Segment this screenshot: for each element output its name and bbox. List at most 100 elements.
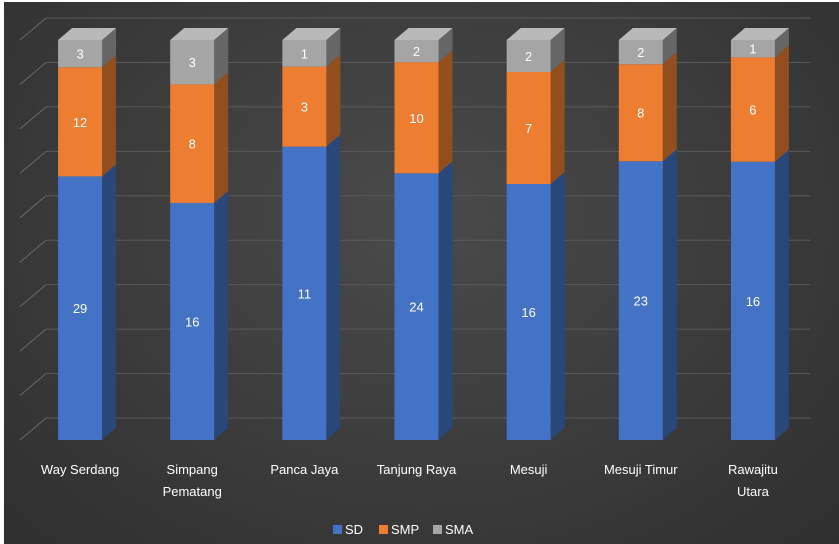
bar-side bbox=[550, 172, 565, 440]
data-label: 2 bbox=[413, 44, 420, 59]
bar-side bbox=[214, 190, 229, 440]
data-label: 3 bbox=[301, 100, 308, 115]
bar-segment-smp: 10 bbox=[394, 50, 453, 174]
data-label: 8 bbox=[637, 106, 644, 121]
gridline-depth bbox=[19, 284, 47, 308]
bar-side bbox=[774, 28, 789, 58]
data-label: 12 bbox=[73, 115, 87, 130]
bar-side bbox=[774, 45, 789, 162]
data-label: 11 bbox=[298, 286, 312, 301]
bar-front bbox=[506, 184, 551, 440]
bar-top bbox=[58, 28, 117, 40]
bar-segment-sd: 11 bbox=[282, 134, 341, 440]
bar-segment-smp: 12 bbox=[58, 55, 117, 177]
bar-segment-sma: 1 bbox=[730, 28, 789, 58]
category-label-line: Simpang bbox=[167, 462, 218, 477]
category-label: Way Serdang bbox=[41, 462, 119, 477]
data-label: 3 bbox=[76, 47, 83, 62]
category-label-line: Panca Jaya bbox=[270, 462, 339, 477]
data-label: 16 bbox=[746, 294, 760, 309]
category-label: Simpang Pematang bbox=[163, 462, 222, 499]
gridline-depth bbox=[19, 195, 47, 219]
category-label-line: Pematang bbox=[163, 484, 222, 499]
gridline-depth bbox=[19, 373, 47, 396]
bar-front bbox=[282, 40, 327, 67]
bar-segment-smp: 7 bbox=[506, 60, 565, 184]
data-label: 2 bbox=[637, 45, 644, 60]
data-label: 1 bbox=[301, 46, 308, 61]
bars: 29 12 3 16 8 3 11 3 1 24 10 2 16 7 2 23 8 2 16 6 1 bbox=[58, 28, 789, 441]
gridline-depth bbox=[19, 62, 47, 85]
legend-swatch-sd bbox=[333, 525, 342, 534]
data-label: 29 bbox=[73, 301, 87, 316]
data-label: 3 bbox=[189, 55, 196, 70]
bar-segment-sd: 16 bbox=[170, 190, 229, 440]
bar-front bbox=[394, 173, 439, 441]
bar-front bbox=[170, 84, 215, 203]
bar-side bbox=[774, 149, 789, 440]
bar-side bbox=[326, 134, 341, 440]
bar-segment-smp: 8 bbox=[170, 72, 229, 203]
bar-segment-sma: 3 bbox=[170, 28, 229, 85]
bar-top bbox=[506, 28, 565, 40]
category-label-line: Mesuji bbox=[510, 462, 548, 477]
data-label: 8 bbox=[189, 137, 196, 152]
bar-segment-sd: 23 bbox=[618, 149, 677, 440]
category-label-line: Tanjung Raya bbox=[377, 462, 457, 477]
bar-side bbox=[214, 28, 229, 85]
gridline-depth bbox=[19, 239, 47, 263]
bar-segment-smp: 3 bbox=[282, 54, 341, 147]
data-label: 10 bbox=[409, 111, 423, 126]
legend-label-sd: SD bbox=[345, 522, 363, 537]
category-label: Mesuji Timur bbox=[604, 462, 678, 477]
category-label-line: Utara bbox=[737, 484, 770, 499]
bar-front bbox=[170, 202, 215, 440]
bar-front bbox=[506, 40, 551, 72]
category-label: Tanjung Raya bbox=[377, 462, 457, 477]
bar-side bbox=[214, 72, 229, 203]
data-label: 24 bbox=[409, 300, 423, 315]
bar-side bbox=[662, 28, 677, 65]
bar-front bbox=[618, 161, 663, 440]
bar-side bbox=[102, 164, 117, 440]
bar-side bbox=[102, 28, 117, 68]
data-label: 1 bbox=[749, 42, 756, 57]
bar-segment-sma: 2 bbox=[618, 28, 677, 65]
bar-segment-sma: 1 bbox=[282, 28, 341, 67]
bar-top bbox=[282, 28, 341, 40]
bar-side bbox=[438, 28, 453, 63]
bar-front bbox=[730, 57, 775, 162]
bar-front bbox=[170, 40, 215, 85]
bar-top bbox=[170, 28, 229, 40]
category-label-line: Mesuji Timur bbox=[604, 462, 678, 477]
legend-label-sma: SMA bbox=[445, 522, 474, 537]
bar-front bbox=[282, 66, 327, 147]
bar-side bbox=[326, 54, 341, 147]
bar-segment-sma: 2 bbox=[506, 28, 565, 72]
bar-side bbox=[102, 55, 117, 177]
gridline-depth bbox=[19, 328, 47, 352]
data-label: 2 bbox=[525, 49, 532, 64]
gridline-depth bbox=[19, 150, 47, 174]
bar-segment-sma: 2 bbox=[394, 28, 453, 63]
bar-segment-sma: 3 bbox=[58, 28, 117, 68]
bar-side bbox=[326, 28, 341, 67]
bar-segment-sd: 29 bbox=[58, 164, 117, 440]
bar-front bbox=[58, 67, 103, 177]
data-label: 16 bbox=[185, 314, 199, 329]
category-label-line: Rawajitu bbox=[728, 462, 778, 477]
bar-front bbox=[618, 64, 663, 162]
bar-segment-smp: 8 bbox=[618, 52, 677, 162]
gridline-depth bbox=[19, 106, 47, 130]
bar-front bbox=[730, 161, 775, 440]
gridline-depth bbox=[19, 417, 47, 441]
data-label: 23 bbox=[634, 294, 648, 309]
bar-front bbox=[58, 40, 103, 68]
bar-side bbox=[550, 28, 565, 72]
data-label: 6 bbox=[749, 103, 756, 118]
legend-label-smp: SMP bbox=[391, 522, 419, 537]
bar-side bbox=[662, 149, 677, 440]
bar-front bbox=[282, 146, 327, 440]
